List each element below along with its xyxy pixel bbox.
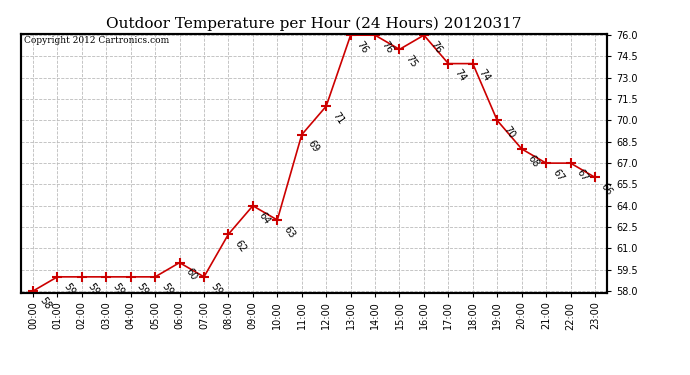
Text: 58: 58 [37, 295, 52, 311]
Text: 68: 68 [526, 153, 541, 169]
Text: 74: 74 [453, 68, 468, 84]
Text: 62: 62 [233, 238, 248, 254]
Text: 59: 59 [86, 281, 101, 297]
Text: 67: 67 [550, 167, 566, 183]
Text: 60: 60 [184, 267, 199, 283]
Text: 76: 76 [380, 39, 395, 55]
Text: 75: 75 [404, 54, 419, 69]
Text: 67: 67 [575, 167, 590, 183]
Text: 59: 59 [208, 281, 224, 297]
Text: 59: 59 [110, 281, 126, 297]
Text: 59: 59 [135, 281, 150, 297]
Text: 59: 59 [159, 281, 175, 297]
Text: 76: 76 [355, 39, 370, 55]
Text: 70: 70 [502, 124, 517, 141]
Text: 69: 69 [306, 139, 321, 154]
Text: 74: 74 [477, 68, 492, 84]
Text: 76: 76 [428, 39, 444, 55]
Text: 63: 63 [282, 224, 297, 240]
Text: 64: 64 [257, 210, 273, 226]
Title: Outdoor Temperature per Hour (24 Hours) 20120317: Outdoor Temperature per Hour (24 Hours) … [106, 17, 522, 31]
Text: 59: 59 [61, 281, 77, 297]
Text: 66: 66 [599, 182, 614, 197]
Text: 71: 71 [331, 110, 346, 126]
Text: Copyright 2012 Cartronics.com: Copyright 2012 Cartronics.com [23, 36, 169, 45]
